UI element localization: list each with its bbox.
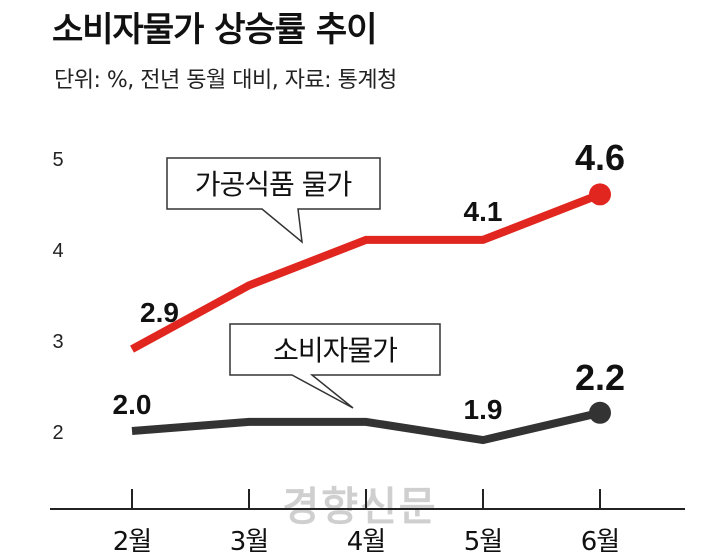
- chart-title: 소비자물가 상승률 추이: [52, 10, 377, 50]
- data-label: 2.2: [575, 357, 625, 398]
- watermark-text: 경향신문: [282, 484, 437, 530]
- x-tick-label: 2월: [113, 527, 151, 556]
- series-end-marker: [589, 183, 611, 206]
- callout-label-processed-food: 가공식품 물가: [195, 168, 352, 201]
- x-tick-label: 5월: [464, 527, 502, 556]
- data-label: 1.9: [464, 394, 503, 425]
- data-label: 4.6: [575, 137, 625, 178]
- chart-subtitle: 단위: %, 전년 동월 대비, 자료: 통계청: [54, 68, 397, 93]
- series-line-processed-food: [130, 190, 602, 353]
- x-tick-label: 3월: [230, 527, 268, 556]
- data-label: 4.1: [464, 196, 503, 227]
- y-tick-label: 5: [52, 149, 63, 171]
- y-tick-label: 4: [52, 240, 63, 262]
- x-tick-label: 4월: [347, 527, 385, 556]
- callout-box-consumer-price: [229, 323, 441, 409]
- series-end-marker: [589, 401, 611, 424]
- x-tick-label: 6월: [581, 527, 619, 556]
- callout-box-processed-food: [166, 157, 381, 244]
- y-tick-label: 3: [52, 331, 63, 353]
- data-label: 2.9: [140, 297, 179, 328]
- callout-label-consumer-price: 소비자물가: [273, 334, 397, 367]
- data-label: 2.0: [113, 389, 152, 420]
- series-line-consumer-price: [131, 408, 601, 445]
- y-tick-label: 2: [52, 422, 63, 444]
